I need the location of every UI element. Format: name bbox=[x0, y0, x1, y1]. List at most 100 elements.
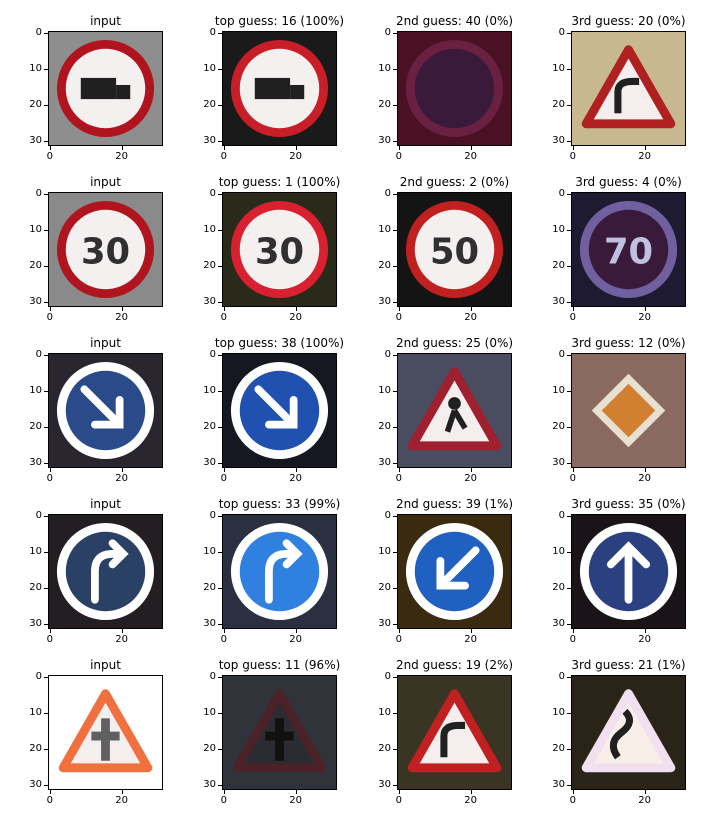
y-tick bbox=[393, 515, 397, 517]
y-tick-label: 20 bbox=[378, 99, 391, 111]
y-tick bbox=[44, 784, 48, 786]
y-tick bbox=[567, 784, 571, 786]
x-tick-label: 20 bbox=[638, 634, 652, 645]
panel-title: top guess: 38 (100%) bbox=[214, 336, 345, 350]
arrow-glyph bbox=[91, 539, 129, 604]
x-tick bbox=[644, 790, 646, 794]
y-tick bbox=[567, 32, 571, 34]
x-tick bbox=[572, 307, 574, 311]
sign-image-svg: 50 bbox=[405, 200, 504, 299]
y-tick bbox=[44, 748, 48, 750]
panel-title: 2nd guess: 40 (0%) bbox=[395, 14, 514, 28]
y-tick-label: 10 bbox=[378, 63, 391, 75]
sign-circle bbox=[230, 200, 329, 299]
y-tick bbox=[393, 68, 397, 70]
y-tick-label: 20 bbox=[378, 260, 391, 272]
x-tick-label: 20 bbox=[638, 473, 652, 484]
y-tick-label: 10 bbox=[378, 707, 391, 719]
x-tick bbox=[295, 790, 297, 794]
sign-image-svg bbox=[58, 689, 153, 773]
y-tick-label: 10 bbox=[203, 707, 216, 719]
panel-title: input bbox=[90, 14, 121, 28]
cross-glyph bbox=[265, 718, 294, 761]
y-tick bbox=[44, 265, 48, 267]
sign-image bbox=[48, 31, 163, 146]
x-tick bbox=[398, 790, 400, 794]
y-tick-label: 10 bbox=[29, 385, 42, 397]
sign-image-svg bbox=[56, 39, 155, 138]
y-tick bbox=[567, 623, 571, 625]
y-tick-label: 10 bbox=[552, 707, 565, 719]
y-tick bbox=[218, 140, 222, 142]
truck-cab-glyph bbox=[116, 84, 131, 100]
y-tick-label: 0 bbox=[209, 671, 216, 683]
arrow-glyph bbox=[436, 546, 480, 590]
sign-image bbox=[397, 353, 512, 468]
y-tick bbox=[393, 32, 397, 34]
sign-image-svg bbox=[591, 373, 666, 448]
sign-image-svg bbox=[230, 361, 329, 460]
y-tick bbox=[567, 515, 571, 517]
sign-circle bbox=[230, 522, 329, 621]
x-tick-label: 20 bbox=[115, 795, 129, 806]
panel-title: top guess: 16 (100%) bbox=[214, 14, 345, 28]
x-tick bbox=[49, 146, 51, 150]
x-tick bbox=[49, 307, 51, 311]
x-tick-label: 0 bbox=[46, 312, 53, 323]
y-tick-label: 10 bbox=[378, 385, 391, 397]
sign-image-svg bbox=[407, 367, 502, 451]
speed-number-glyph: 30 bbox=[255, 232, 304, 273]
x-tick bbox=[572, 146, 574, 150]
y-tick-label: 10 bbox=[378, 224, 391, 236]
x-tick bbox=[470, 146, 472, 150]
sign-image bbox=[571, 353, 686, 468]
sign-image-svg bbox=[405, 522, 504, 621]
sign-image bbox=[571, 31, 686, 146]
panel-title: 3rd guess: 12 (0%) bbox=[571, 336, 686, 350]
sign-circle bbox=[56, 522, 155, 621]
y-tick bbox=[393, 301, 397, 303]
x-tick-label: 20 bbox=[464, 151, 478, 162]
x-tick bbox=[644, 146, 646, 150]
x-tick-label: 0 bbox=[220, 312, 227, 323]
y-tick-label: 30 bbox=[552, 457, 565, 469]
sign-image-svg bbox=[581, 45, 676, 129]
y-tick-label: 30 bbox=[552, 618, 565, 630]
y-tick-label: 0 bbox=[209, 188, 216, 200]
sign-circle bbox=[56, 200, 155, 299]
y-tick-label: 20 bbox=[29, 582, 42, 594]
panel-title: input bbox=[90, 658, 121, 672]
y-tick bbox=[218, 68, 222, 70]
x-tick bbox=[644, 468, 646, 472]
x-tick-label: 20 bbox=[289, 312, 303, 323]
y-tick bbox=[393, 551, 397, 553]
x-tick-label: 20 bbox=[115, 634, 129, 645]
y-tick-label: 30 bbox=[552, 135, 565, 147]
y-tick bbox=[393, 104, 397, 106]
x-tick-label: 20 bbox=[464, 634, 478, 645]
sign-circle bbox=[405, 200, 504, 299]
panel-title: input bbox=[90, 336, 121, 350]
y-tick bbox=[44, 229, 48, 231]
y-tick-label: 0 bbox=[558, 510, 565, 522]
x-tick-label: 20 bbox=[115, 312, 129, 323]
y-tick bbox=[567, 140, 571, 142]
y-tick bbox=[44, 68, 48, 70]
y-tick bbox=[393, 265, 397, 267]
y-tick bbox=[393, 462, 397, 464]
sign-circle bbox=[579, 200, 678, 299]
sign-image bbox=[397, 514, 512, 629]
y-tick-label: 30 bbox=[378, 779, 391, 791]
x-tick bbox=[398, 307, 400, 311]
arrow-glyph bbox=[80, 385, 124, 429]
y-tick bbox=[218, 462, 222, 464]
y-tick-label: 0 bbox=[35, 27, 42, 39]
worker-body-glyph bbox=[444, 409, 468, 433]
y-tick bbox=[218, 104, 222, 106]
x-tick-label: 0 bbox=[569, 634, 576, 645]
x-tick-label: 0 bbox=[569, 795, 576, 806]
sign-image bbox=[48, 514, 163, 629]
truck-cab-glyph bbox=[290, 84, 305, 100]
y-tick-label: 10 bbox=[29, 63, 42, 75]
y-tick bbox=[218, 426, 222, 428]
